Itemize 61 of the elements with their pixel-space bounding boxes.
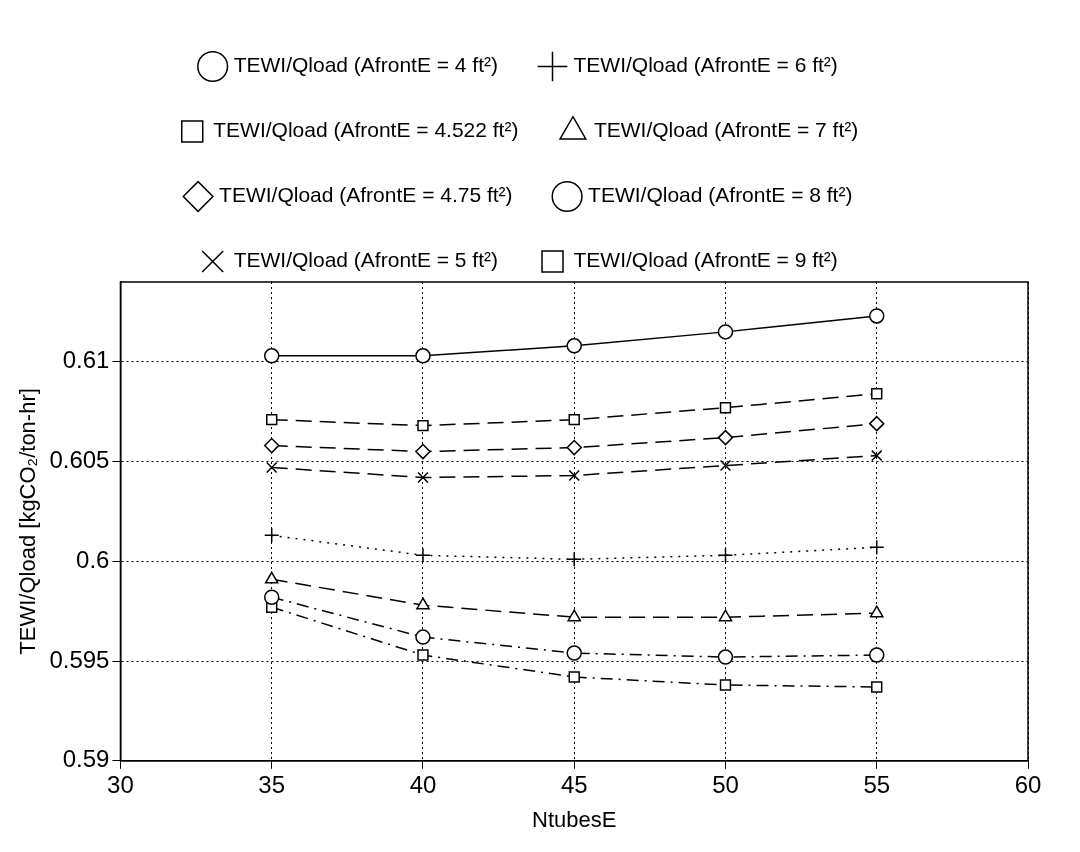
point [263,348,280,364]
y-tick-label: 0.59 [62,745,110,773]
legend-label: TEWI/Qload (AfrontE = 6 ft²) [573,53,838,77]
x-tick-label: 45 [560,770,588,798]
legend-label: TEWI/Qload (AfrontE = 7 ft²) [593,118,859,142]
point [719,459,732,472]
legend-label: TEWI/Qload (AfrontE = 4 ft²) [233,53,498,77]
point [266,413,278,426]
point [417,471,429,484]
point [719,401,732,414]
point [415,629,431,645]
point [566,439,582,456]
point [717,649,734,665]
x-tick-label: 30 [107,770,134,798]
point [417,649,429,661]
point [417,419,429,432]
point [871,449,883,462]
point [568,413,580,426]
point [719,679,732,691]
legend-label: TEWI/Qload (AfrontE = 5 ft²) [233,248,498,272]
point [868,647,885,663]
point [263,437,280,454]
point [568,671,580,683]
point [717,429,734,446]
point [566,338,582,354]
x-tick-label: 60 [1014,770,1042,798]
legend-label: TEWI/Qload (AfrontE = 4.75 ft²) [219,183,513,207]
point [871,388,883,400]
x-tick-label: 35 [258,770,286,798]
y-tick-label: 0.605 [49,446,110,474]
point [415,547,431,564]
x-tick-label: 40 [409,770,437,798]
point [868,539,885,556]
x-tick-label: 50 [712,770,739,798]
point [266,461,278,474]
point [263,527,280,544]
point [868,415,885,432]
point [263,589,280,605]
legend-label: TEWI/Qload (AfrontE = 9 ft²) [573,248,838,272]
x-tick-label: 55 [863,770,891,798]
point [567,609,582,622]
point [717,324,734,340]
point [871,681,883,693]
legend-label: TEWI/Qload (AfrontE = 4.522 ft²) [213,118,519,142]
point [566,645,582,661]
y-tick-label: 0.6 [76,545,110,573]
point [416,597,430,610]
point [717,547,734,564]
legend-label: TEWI/Qload (AfrontE = 8 ft²) [588,183,853,207]
point [568,469,580,482]
y-tick-label: 0.61 [62,346,110,374]
point [868,308,885,324]
x-axis-title: NtubesE [532,806,617,832]
point [264,571,279,584]
y-tick-label: 0.595 [49,645,110,673]
point [415,348,431,364]
point [718,609,733,622]
point [566,551,582,568]
point [869,605,884,618]
point [415,443,431,460]
y-axis-title: TEWI/Qload [kgCO₂/ton-hr] [15,388,41,655]
